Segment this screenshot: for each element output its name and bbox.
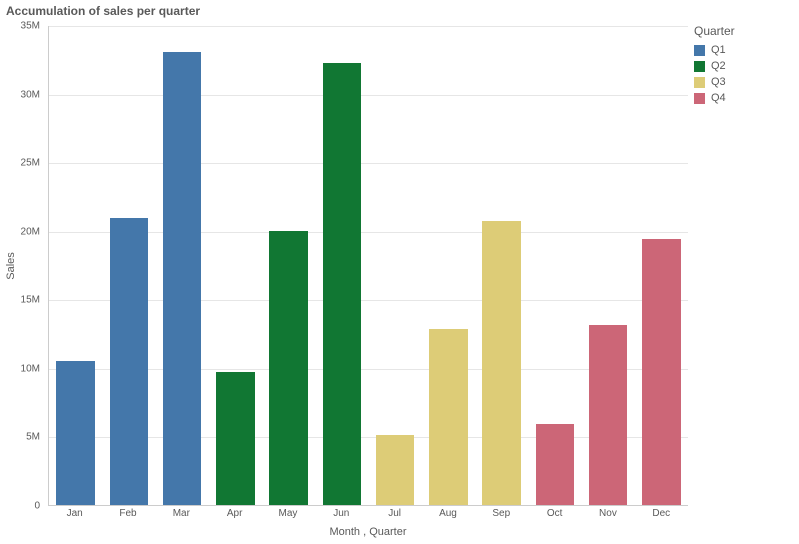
bar-jan[interactable] <box>56 361 94 505</box>
bar-slot <box>582 26 635 505</box>
x-tick-label: Jun <box>315 508 368 524</box>
bar-slot <box>635 26 688 505</box>
x-axis-title: Month , Quarter <box>48 526 688 538</box>
legend-item-q1[interactable]: Q1 <box>694 44 789 56</box>
legend-item-label: Q3 <box>711 76 726 88</box>
legend-swatch-icon <box>694 61 705 72</box>
bar-slot <box>102 26 155 505</box>
y-tick-label: 10M <box>21 363 40 374</box>
bar-may[interactable] <box>269 231 307 505</box>
bar-aug[interactable] <box>429 329 467 505</box>
x-tick-label: Sep <box>475 508 528 524</box>
bar-apr[interactable] <box>216 372 254 505</box>
legend-item-label: Q1 <box>711 44 726 56</box>
x-tick-label: Dec <box>635 508 688 524</box>
bars-layer <box>49 26 688 505</box>
y-tick-label: 25M <box>21 158 40 169</box>
legend-item-q2[interactable]: Q2 <box>694 60 789 72</box>
legend: Quarter Q1 Q2 Q3 Q4 <box>694 24 789 108</box>
x-tick-label: Mar <box>155 508 208 524</box>
x-tick-label: Nov <box>581 508 634 524</box>
chart-title: Accumulation of sales per quarter <box>6 4 200 18</box>
bar-oct[interactable] <box>536 424 574 505</box>
y-tick-label: 15M <box>21 295 40 306</box>
x-tick-label: Oct <box>528 508 581 524</box>
plot-area <box>48 26 688 506</box>
bar-slot <box>49 26 102 505</box>
x-tick-label: May <box>261 508 314 524</box>
bar-slot <box>262 26 315 505</box>
legend-swatch-icon <box>694 77 705 88</box>
x-tick-label: Jan <box>48 508 101 524</box>
y-tick-label: 0 <box>34 501 40 512</box>
legend-item-label: Q2 <box>711 60 726 72</box>
bar-jul[interactable] <box>376 435 414 505</box>
bar-slot <box>156 26 209 505</box>
bar-slot <box>369 26 422 505</box>
x-tick-label: Apr <box>208 508 261 524</box>
bar-slot <box>422 26 475 505</box>
legend-title: Quarter <box>694 24 789 38</box>
y-tick-label: 35M <box>21 21 40 32</box>
legend-swatch-icon <box>694 93 705 104</box>
bar-slot <box>315 26 368 505</box>
y-axis-tick-labels: 05M10M15M20M25M30M35M <box>0 26 44 506</box>
legend-item-label: Q4 <box>711 92 726 104</box>
y-tick-label: 20M <box>21 226 40 237</box>
bar-slot <box>209 26 262 505</box>
bar-jun[interactable] <box>323 63 361 505</box>
legend-swatch-icon <box>694 45 705 56</box>
legend-items: Q1 Q2 Q3 Q4 <box>694 44 789 104</box>
bar-nov[interactable] <box>589 325 627 505</box>
chart-container: Accumulation of sales per quarter Sales … <box>0 0 799 544</box>
bar-slot <box>475 26 528 505</box>
y-tick-label: 5M <box>26 432 40 443</box>
bar-dec[interactable] <box>642 239 680 505</box>
bar-slot <box>528 26 581 505</box>
x-tick-label: Aug <box>421 508 474 524</box>
bar-feb[interactable] <box>110 218 148 505</box>
bar-sep[interactable] <box>482 221 520 505</box>
x-axis-tick-labels: JanFebMarAprMayJunJulAugSepOctNovDec <box>48 508 688 524</box>
bar-mar[interactable] <box>163 52 201 505</box>
y-tick-label: 30M <box>21 89 40 100</box>
legend-item-q3[interactable]: Q3 <box>694 76 789 88</box>
legend-item-q4[interactable]: Q4 <box>694 92 789 104</box>
x-tick-label: Jul <box>368 508 421 524</box>
x-tick-label: Feb <box>101 508 154 524</box>
